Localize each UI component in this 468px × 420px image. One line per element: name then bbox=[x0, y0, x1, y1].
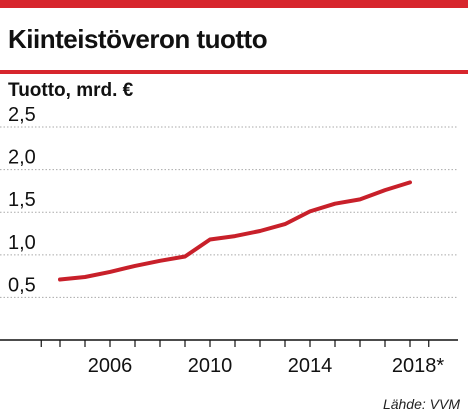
y-tick-label: 2,0 bbox=[8, 147, 36, 169]
x-tick-label: 2010 bbox=[188, 355, 233, 377]
title-divider-rule bbox=[0, 70, 468, 74]
series-line bbox=[58, 180, 412, 282]
chart-title: Kiinteistöveron tuotto bbox=[8, 24, 268, 54]
y-axis-label: Tuotto, mrd. € bbox=[8, 80, 134, 101]
top-accent-rule bbox=[0, 0, 468, 8]
x-tick-label: 2006 bbox=[88, 355, 133, 377]
x-tick-label: 2014 bbox=[288, 355, 333, 377]
y-tick-label: 1,0 bbox=[8, 232, 36, 254]
y-tick-label: 2,5 bbox=[8, 104, 36, 126]
x-tick-label: 2018* bbox=[392, 355, 444, 377]
y-tick-label: 0,5 bbox=[8, 274, 36, 296]
source-note: Lähde: VVM bbox=[382, 396, 460, 412]
y-tick-label: 1,5 bbox=[8, 189, 36, 211]
